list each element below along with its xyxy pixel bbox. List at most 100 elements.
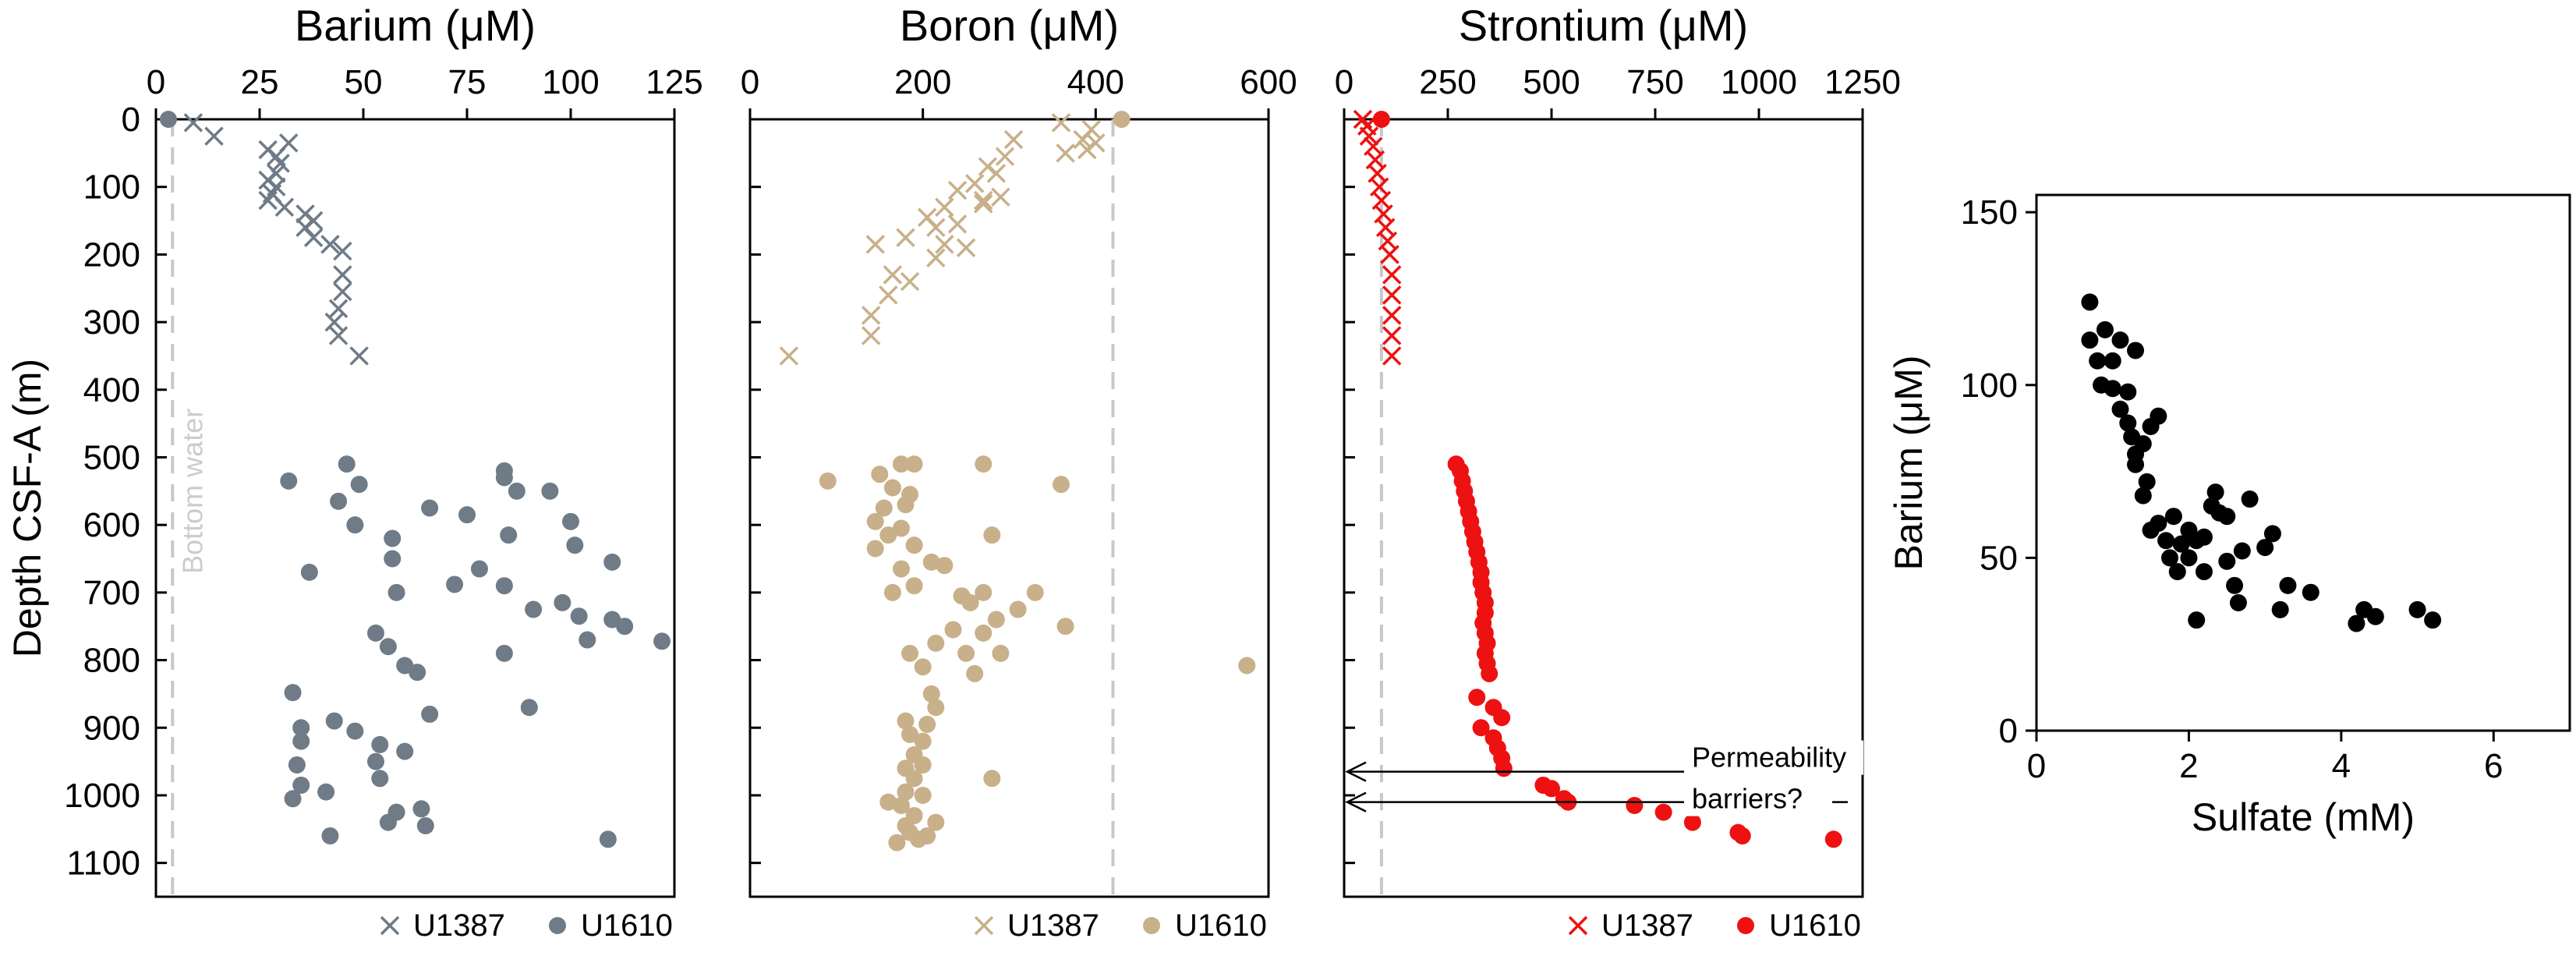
barium-point-u1610	[421, 705, 439, 723]
strontium-point-u1387	[1382, 346, 1402, 366]
boron-point-u1387	[935, 235, 954, 254]
strontium-x-tick-label: 1250	[1824, 63, 1901, 101]
boron-point-u1610	[1238, 657, 1256, 675]
strontium-point-u1610	[1543, 780, 1560, 798]
barium-point-u1610	[446, 575, 464, 593]
barium-series-u1610	[159, 111, 671, 848]
boron-point-u1387	[956, 238, 976, 257]
boron-point-u1610	[879, 793, 897, 811]
barium-point-u1610	[346, 722, 364, 740]
boron-point-u1387	[947, 180, 968, 200]
boron-point-u1610	[914, 658, 932, 676]
barium-series-u1387	[183, 113, 369, 366]
scatter-point	[2241, 490, 2259, 508]
strontium-x-tick-label: 1000	[1721, 63, 1797, 101]
boron-point-u1610	[1056, 618, 1074, 636]
boron-x-tick-label: 600	[1240, 63, 1297, 101]
boron-point-u1387	[896, 228, 915, 247]
boron-point-u1610	[892, 519, 910, 537]
boron-point-u1610	[905, 577, 923, 595]
boron-point-u1610	[918, 715, 936, 733]
shared-depth-axis: 0 100 200 300 400 500 600 700 800 900 1000 1100 Dept…	[5, 101, 140, 883]
scatter-point	[2089, 352, 2107, 370]
strontium-legend-marker-u1387	[1568, 915, 1588, 936]
barium-x-tick-label: 100	[542, 63, 599, 101]
strontium-point-u1610	[1472, 719, 1490, 737]
boron-point-u1387	[779, 346, 799, 366]
scatter-point	[2138, 473, 2156, 490]
boron-point-u1387	[995, 147, 1015, 166]
boron-point-u1610	[927, 699, 945, 717]
barium-point-u1610	[366, 752, 384, 770]
boron-point-u1610	[936, 557, 954, 575]
barium-point-u1610	[292, 732, 310, 750]
strontium-series-u1610	[1372, 111, 1842, 848]
boron-point-u1610	[992, 644, 1010, 662]
barium-point-u1610	[500, 526, 518, 544]
scatter-y-tick-label: 50	[1980, 539, 2018, 577]
strontium-point-u1387	[1382, 326, 1402, 345]
barium-point-u1387	[328, 299, 349, 318]
barium-point-u1610	[470, 560, 488, 578]
scatter-point	[2256, 539, 2274, 557]
depth-axis-label: Depth CSF-A (m)	[5, 359, 49, 657]
boron-point-u1610	[953, 587, 971, 605]
barium-point-u1610	[508, 482, 525, 500]
boron-point-u1387	[1056, 143, 1075, 163]
strontium-point-u1387	[1382, 265, 1402, 285]
barium-point-u1610	[566, 536, 584, 554]
strontium-point-u1610	[1683, 813, 1701, 831]
scatter-point	[2081, 293, 2099, 311]
depth-tick-label: 400	[83, 371, 140, 409]
strontium-point-u1387	[1359, 126, 1379, 146]
barium-point-u1610	[292, 776, 310, 794]
scatter-point	[2161, 549, 2178, 567]
scatter-point	[2206, 483, 2224, 501]
barium-point-u1610	[300, 563, 318, 581]
strontium-x-tick-label: 250	[1419, 63, 1476, 101]
boron-point-u1610	[905, 455, 923, 473]
scatter-point	[2168, 563, 2186, 581]
boron-point-u1610	[892, 560, 910, 578]
scatter-x-tick-label: 6	[2484, 747, 2503, 785]
boron-point-u1610	[883, 479, 901, 497]
scatter-y-tick-label: 100	[1961, 366, 2018, 405]
permeability-annotation: Permeability barriers?	[1345, 740, 1863, 816]
boron-x-tick-label: 0	[741, 63, 759, 101]
barium-point-u1610	[384, 529, 402, 547]
barium-point-u1610	[379, 813, 397, 831]
strontium-point-u1610	[1733, 827, 1751, 844]
strontium-point-u1610	[1626, 796, 1644, 814]
scatter-point	[2408, 600, 2426, 618]
bottom-water-label: Bottom water	[176, 409, 208, 574]
scatter-point	[2279, 576, 2297, 594]
strontium-x-tick-label: 750	[1626, 63, 1683, 101]
boron-point-u1387	[861, 326, 881, 345]
barium-point-u1610	[653, 632, 671, 650]
scatter-point	[2127, 455, 2145, 473]
boron-point-u1610	[914, 756, 932, 774]
barium-point-u1610	[599, 830, 617, 848]
boron-point-u1610	[897, 712, 915, 730]
boron-point-u1610	[944, 621, 962, 639]
barium-point-u1610	[541, 482, 559, 500]
boron-point-u1610	[975, 624, 993, 642]
strontium-point-u1610	[1495, 759, 1513, 777]
boron-point-u1610	[888, 834, 906, 852]
barium-point-u1610	[421, 499, 439, 517]
barium-point-u1610	[284, 790, 302, 808]
barium-point-u1610	[554, 593, 571, 611]
scatter-point	[2218, 508, 2236, 526]
scatter-point	[2180, 549, 2198, 567]
barium-point-u1610	[321, 827, 339, 844]
barium-point-u1610	[579, 631, 596, 649]
boron-point-u1610	[1113, 111, 1131, 128]
boron-point-u1610	[927, 813, 945, 831]
strontium-point-u1387	[1382, 285, 1402, 305]
scatter-point	[2150, 515, 2167, 533]
boron-point-u1610	[987, 611, 1005, 628]
barium-point-u1387	[333, 265, 352, 285]
barium-legend-label-u1387: U1387	[413, 908, 505, 943]
barium-legend-label-u1610: U1610	[581, 908, 673, 943]
